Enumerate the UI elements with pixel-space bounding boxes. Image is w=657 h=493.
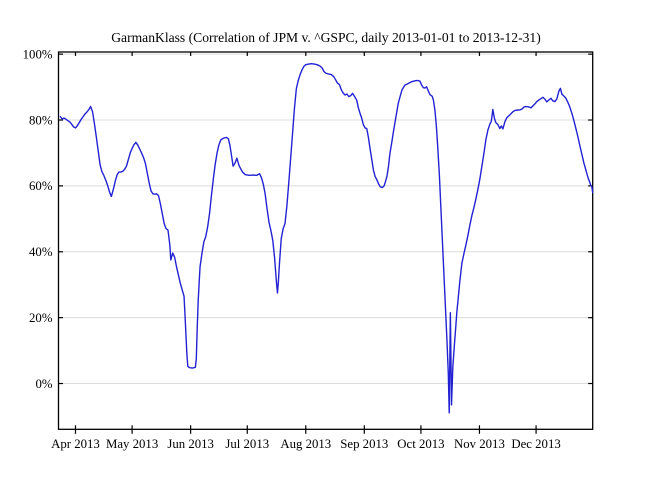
y-tick-label: 60% [29,179,53,193]
x-tick-label: Oct 2013 [397,437,444,451]
y-tick-label: 20% [29,311,53,325]
x-tick-label: Jul 2013 [225,437,269,451]
y-tick-label: 0% [35,377,52,391]
x-tick-label: Jun 2013 [167,437,214,451]
x-tick-label: Apr 2013 [51,437,100,451]
chart-title: GarmanKlass (Correlation of JPM v. ^GSPC… [111,30,541,45]
x-tick-label: Sep 2013 [340,437,388,451]
correlation-line [59,62,594,414]
y-tick-label: 40% [29,245,53,259]
y-tick-label: 100% [23,47,53,61]
plot-frame [57,51,594,430]
x-tick-label: Dec 2013 [511,437,560,451]
x-tick-label: Nov 2013 [454,437,505,451]
x-tick-label: Aug 2013 [280,437,331,451]
y-tick-label: 80% [29,113,53,127]
x-tick-label: May 2013 [106,437,158,451]
